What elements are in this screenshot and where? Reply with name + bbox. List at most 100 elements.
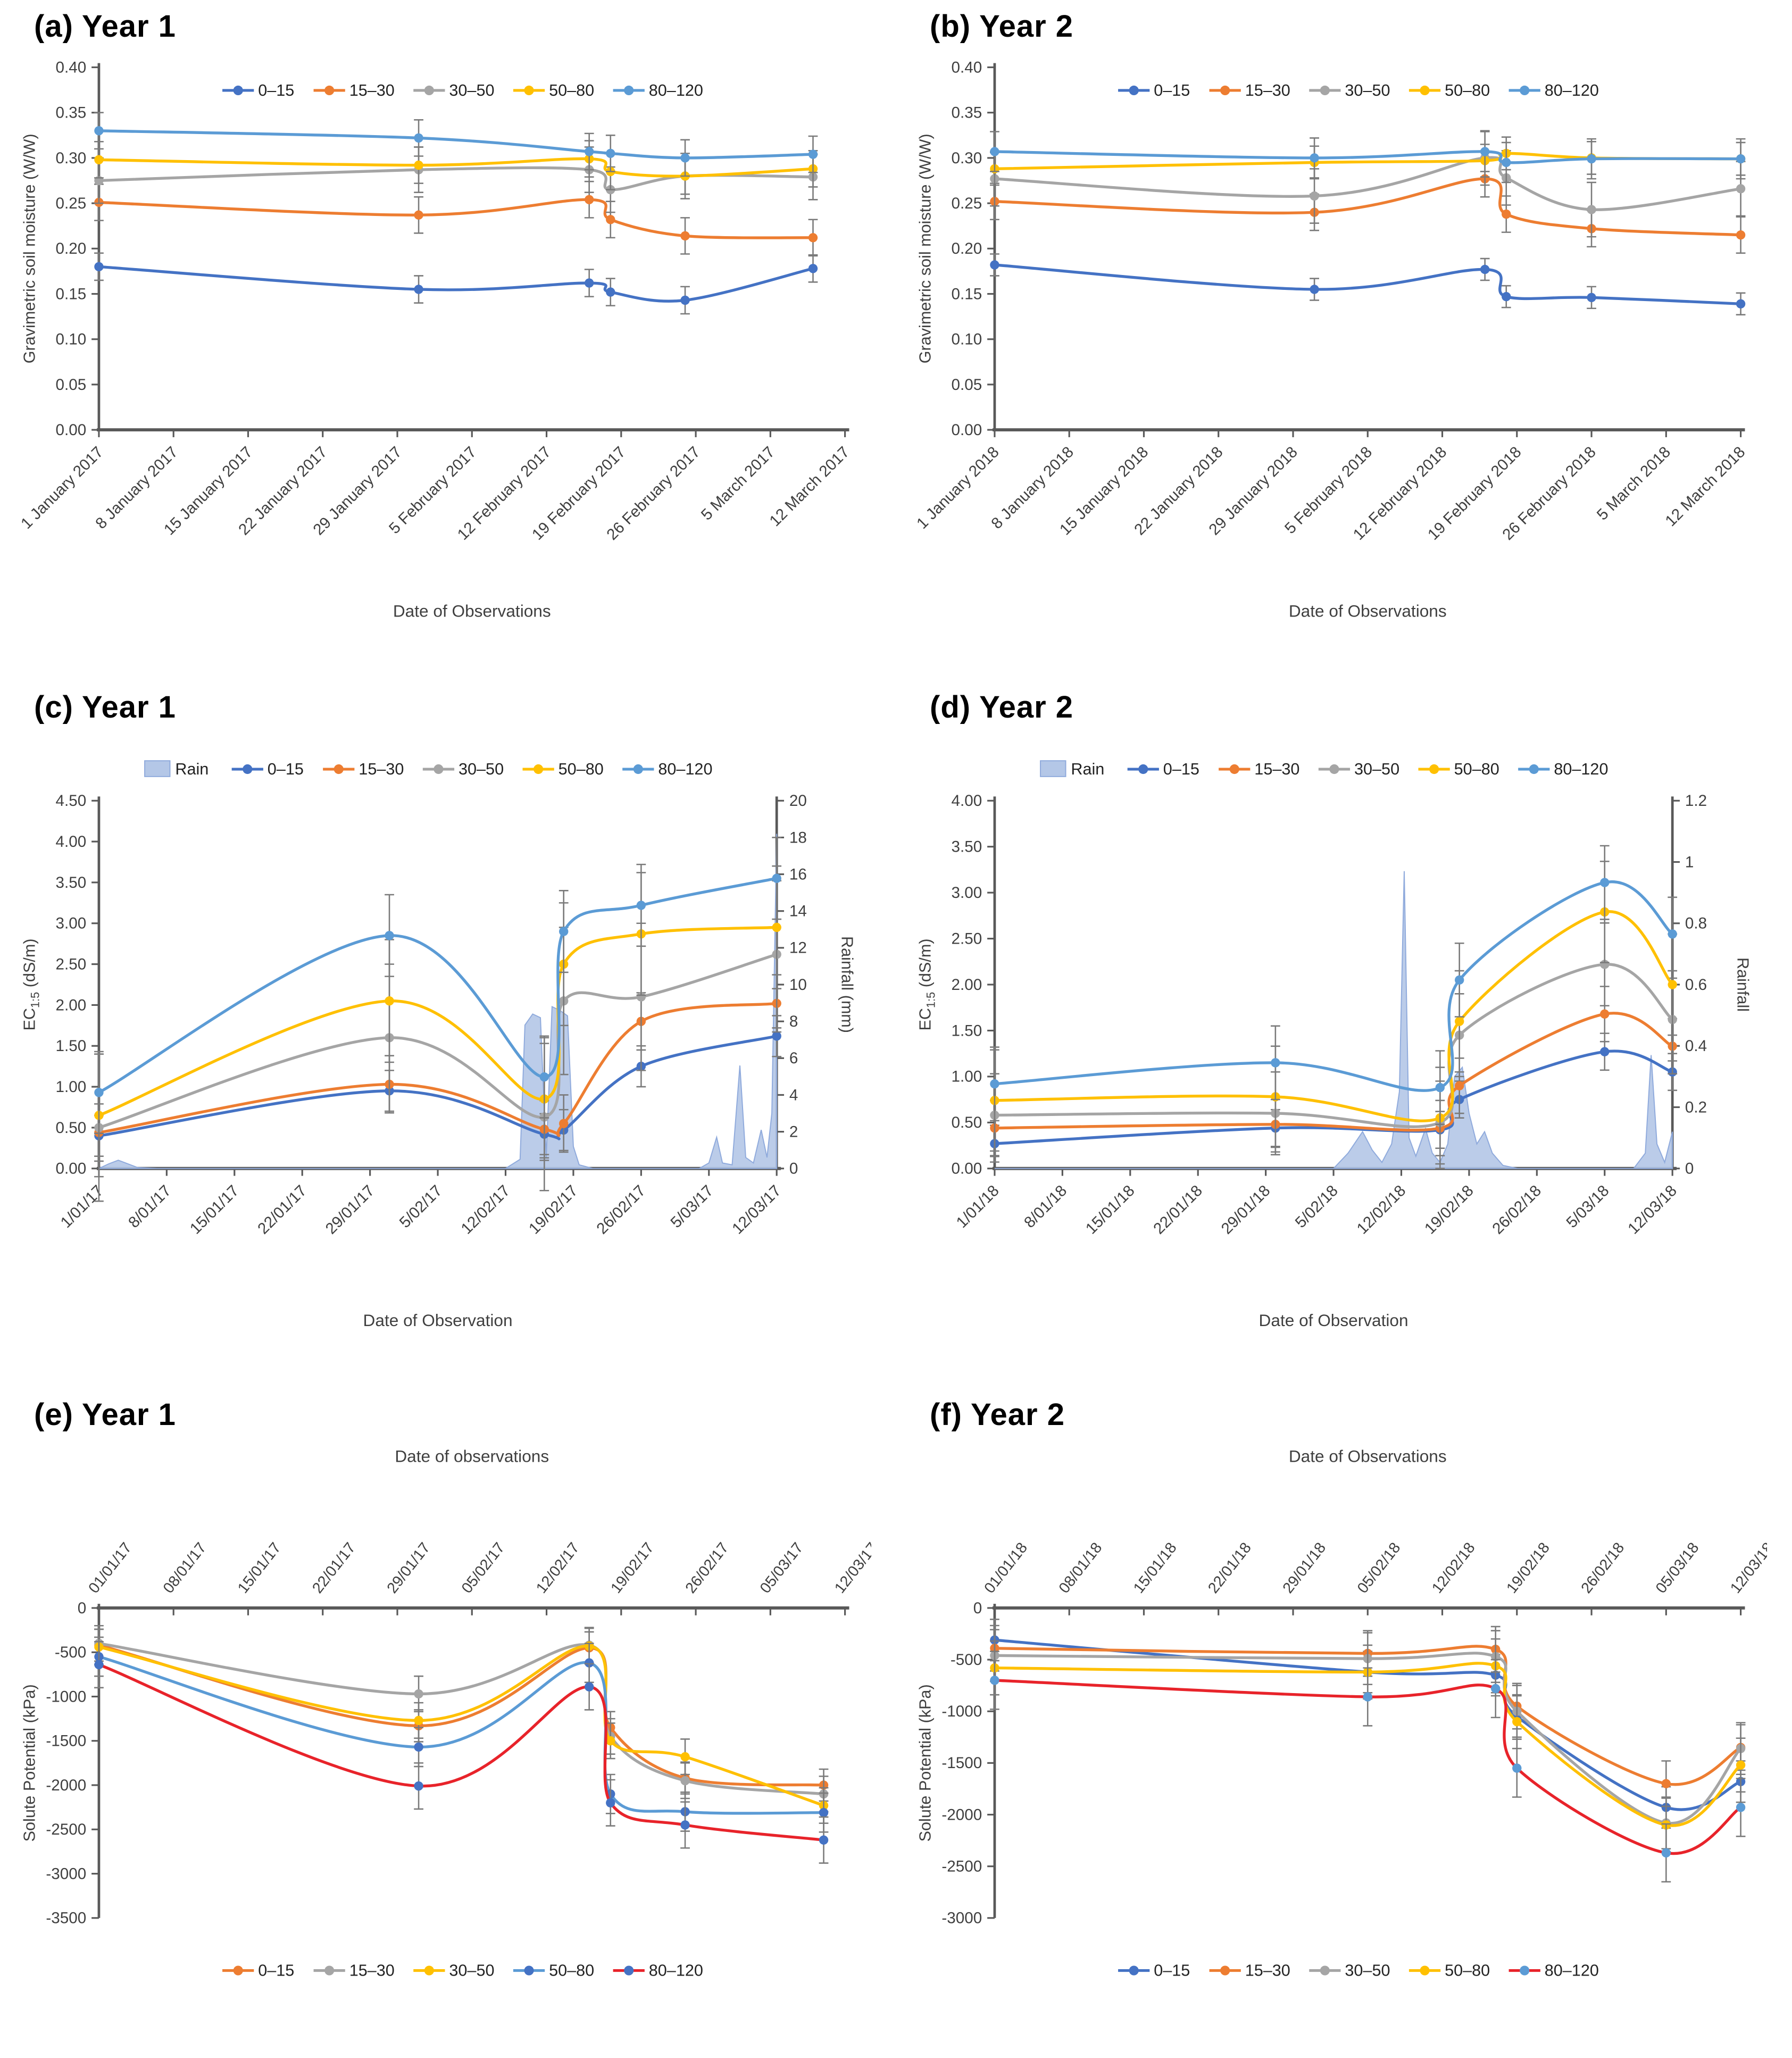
svg-text:12/03/18: 12/03/18	[1727, 1539, 1767, 1597]
svg-text:1.50: 1.50	[952, 1022, 982, 1039]
svg-text:0–15: 0–15	[268, 760, 304, 778]
svg-text:50–80: 50–80	[559, 760, 604, 778]
svg-text:15/01/17: 15/01/17	[187, 1182, 243, 1238]
svg-text:05/03/18: 05/03/18	[1653, 1539, 1703, 1597]
svg-text:-1500: -1500	[46, 1732, 86, 1750]
svg-text:30–50: 30–50	[449, 81, 494, 99]
svg-text:0.4: 0.4	[1685, 1037, 1707, 1055]
svg-text:15–30: 15–30	[359, 760, 404, 778]
svg-text:01/01/17: 01/01/17	[85, 1539, 135, 1597]
svg-text:Solute Potential (kPa): Solute Potential (kPa)	[916, 1684, 934, 1842]
svg-text:80–120: 80–120	[1545, 81, 1599, 99]
svg-text:50–80: 50–80	[1454, 760, 1499, 778]
svg-text:Rainfall (mm): Rainfall (mm)	[838, 936, 856, 1033]
svg-text:14: 14	[789, 903, 807, 920]
svg-text:29/01/17: 29/01/17	[322, 1182, 378, 1238]
svg-text:08/01/17: 08/01/17	[160, 1539, 210, 1597]
svg-text:-3000: -3000	[941, 1910, 982, 1927]
svg-text:0.05: 0.05	[56, 376, 87, 394]
svg-text:80–120: 80–120	[1554, 760, 1608, 778]
svg-text:15/01/18: 15/01/18	[1082, 1182, 1138, 1238]
svg-text:0.50: 0.50	[56, 1119, 87, 1137]
svg-text:12 March 2017: 12 March 2017	[766, 443, 853, 530]
svg-text:0.40: 0.40	[952, 59, 982, 76]
svg-text:50–80: 50–80	[1445, 1961, 1490, 1979]
svg-text:5/03/17: 5/03/17	[667, 1182, 716, 1231]
svg-text:19/02/18: 19/02/18	[1503, 1539, 1553, 1597]
svg-text:80–120: 80–120	[649, 81, 703, 99]
svg-text:0.20: 0.20	[952, 240, 982, 257]
svg-text:Rainfall: Rainfall	[1734, 957, 1752, 1012]
svg-text:-2500: -2500	[941, 1858, 982, 1876]
svg-text:01/01/18: 01/01/18	[981, 1539, 1031, 1597]
svg-text:15–30: 15–30	[1245, 1961, 1290, 1979]
svg-text:80–120: 80–120	[649, 1961, 703, 1979]
svg-text:-1500: -1500	[941, 1754, 982, 1772]
svg-text:15/01/17: 15/01/17	[235, 1539, 285, 1597]
chart-b-soil-moisture-year2: 0.00 0.05 0.10 0.15 0.20 0.25 0.30 0.35 0.40 Grav…	[913, 59, 1748, 620]
svg-text:3.00: 3.00	[952, 884, 982, 902]
svg-text:20: 20	[789, 792, 807, 810]
panel-a-title: (a) Year 1	[34, 9, 176, 44]
svg-text:Solute Potential (kPa): Solute Potential (kPa)	[20, 1684, 38, 1842]
svg-text:0.00: 0.00	[952, 421, 982, 439]
svg-text:1.00: 1.00	[56, 1078, 87, 1096]
svg-text:0: 0	[1685, 1160, 1694, 1178]
svg-text:26/02/17: 26/02/17	[682, 1539, 732, 1597]
svg-text:0.05: 0.05	[952, 376, 982, 394]
svg-text:4.00: 4.00	[56, 833, 87, 851]
svg-text:29/01/17: 29/01/17	[384, 1539, 434, 1597]
svg-text:-1000: -1000	[941, 1703, 982, 1720]
svg-text:0.20: 0.20	[56, 240, 87, 257]
svg-text:Date of observations: Date of observations	[395, 1446, 549, 1465]
svg-text:3.00: 3.00	[56, 915, 87, 932]
panel-e-solute-potential-year1: (e) Year 1 -3500 -3000 -2500 -2000 -1500 -100…	[0, 1388, 896, 2058]
svg-text:0.00: 0.00	[56, 1160, 87, 1178]
svg-text:4: 4	[789, 1086, 798, 1104]
svg-text:29/01/18: 29/01/18	[1279, 1539, 1329, 1597]
svg-text:0–15: 0–15	[258, 1961, 294, 1979]
svg-text:2.00: 2.00	[56, 996, 87, 1014]
svg-text:2.00: 2.00	[952, 976, 982, 994]
svg-text:0–15: 0–15	[1154, 81, 1190, 99]
svg-text:0.00: 0.00	[56, 421, 87, 439]
svg-text:30–50: 30–50	[1345, 1961, 1390, 1979]
svg-text:0.40: 0.40	[56, 59, 87, 76]
panel-b-soil-moisture-year2: (b) Year 2 0.00 0.05 0.10 0.15 0.20 0.25 0.30 0…	[896, 0, 1792, 681]
svg-text:5/03/18: 5/03/18	[1563, 1182, 1612, 1231]
svg-text:19/02/17: 19/02/17	[607, 1539, 657, 1597]
svg-text:8: 8	[789, 1013, 798, 1030]
svg-text:5/02/17: 5/02/17	[396, 1182, 446, 1231]
svg-text:0.2: 0.2	[1685, 1098, 1707, 1116]
svg-text:-2000: -2000	[46, 1777, 86, 1794]
svg-text:12: 12	[789, 939, 807, 957]
panel-d-title: (d) Year 2	[930, 690, 1074, 724]
svg-text:12/02/18: 12/02/18	[1353, 1182, 1409, 1238]
svg-text:1/01/18: 1/01/18	[953, 1182, 1003, 1231]
svg-text:0.25: 0.25	[56, 195, 87, 212]
svg-text:12/03/17: 12/03/17	[729, 1182, 785, 1238]
svg-text:22/01/18: 22/01/18	[1205, 1539, 1255, 1597]
svg-text:0: 0	[78, 1599, 86, 1617]
svg-text:22/01/17: 22/01/17	[309, 1539, 359, 1597]
svg-text:1.00: 1.00	[952, 1068, 982, 1086]
svg-text:05/02/18: 05/02/18	[1354, 1539, 1404, 1597]
chart-a-soil-moisture-year1: 0.00 0.05 0.10 0.15 0.20 0.25 0.30 0.35 0.40 Grav…	[18, 59, 853, 620]
chart-c-ec-rainfall-year1: 0.00 0.50 1.00 1.50 2.00 2.50 3.00 3.50 4.00 4.50…	[20, 760, 856, 1330]
svg-text:15–30: 15–30	[349, 1961, 395, 1979]
svg-text:Rain: Rain	[1071, 760, 1104, 778]
chart-f-solute-potential-year2: -3000 -2500 -2000 -1500 -1000 -500 0 Solute Pot…	[916, 1446, 1767, 1979]
svg-text:16: 16	[789, 865, 807, 883]
svg-text:EC1:5 (dS/m): EC1:5 (dS/m)	[20, 938, 41, 1030]
svg-text:1.2: 1.2	[1685, 792, 1707, 810]
svg-text:12/02/17: 12/02/17	[533, 1539, 583, 1597]
svg-text:0.6: 0.6	[1685, 976, 1707, 994]
svg-text:29/01/18: 29/01/18	[1218, 1182, 1274, 1238]
svg-text:05/03/17: 05/03/17	[757, 1539, 807, 1597]
svg-text:30–50: 30–50	[1354, 760, 1399, 778]
svg-text:2.50: 2.50	[952, 930, 982, 947]
svg-text:80–120: 80–120	[658, 760, 712, 778]
panel-f-solute-potential-year2: (f) Year 2 -3000 -2500 -2000 -1500 -1000 -500…	[896, 1388, 1792, 2058]
panel-b-title: (b) Year 2	[930, 9, 1074, 44]
